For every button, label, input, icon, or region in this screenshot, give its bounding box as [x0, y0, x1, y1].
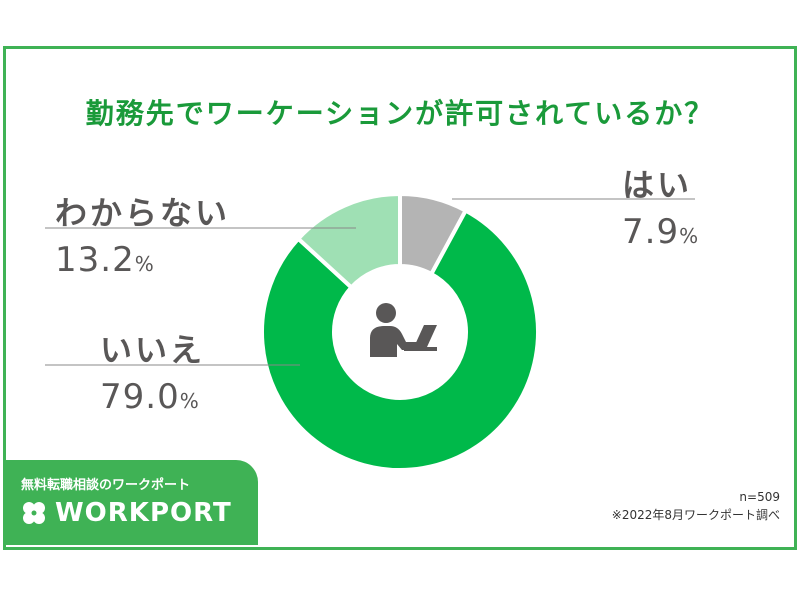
clover-icon [23, 502, 45, 524]
label-yes: はい 7.9% [622, 160, 699, 252]
label-unknown: わからない 13.2% [55, 188, 230, 280]
label-unknown-name: わからない [55, 194, 231, 232]
sample-size: n=509 [739, 490, 780, 504]
person-laptop-icon [370, 303, 437, 357]
chart-title: 勤務先でワーケーションが許可されているか？ [85, 97, 715, 130]
label-yes-name: はい [622, 166, 693, 204]
survey-note: ※2022年8月ワークポート調べ [611, 508, 780, 522]
brand-tagline: 無料転職相談のワークポート [21, 478, 191, 493]
label-no-name: いいえ [100, 331, 206, 369]
source-note: n=509 ※2022年8月ワークポート調べ [612, 488, 780, 524]
brand-logo-text: WORKPORT [55, 498, 232, 528]
brand-banner: 無料転職相談のワークポート WORKPORT [3, 460, 258, 545]
brand-logo: WORKPORT [19, 498, 232, 528]
label-no-value: 79.0% [100, 377, 200, 417]
label-yes-value: 7.9% [622, 212, 700, 252]
label-no: いいえ 79.0% [100, 325, 205, 417]
label-unknown-value: 13.2% [55, 240, 155, 280]
